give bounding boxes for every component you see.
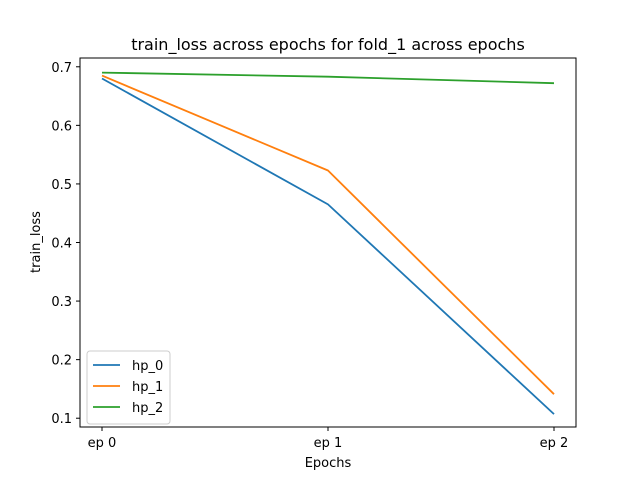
x-axis-label: Epochs	[305, 456, 352, 471]
plot-area: 0.1 0.2 0.3 0.4 0.5 0.6 0.7 ep 0 ep 1 ep 2	[51, 57, 577, 451]
x-tick-label: ep 2	[540, 436, 569, 451]
legend: hp_0 hp_1 hp_2	[86, 350, 171, 425]
y-tick-label: 0.2	[51, 354, 72, 369]
legend-label-hp-0: hp_0	[132, 359, 163, 374]
y-tick-label: 0.7	[51, 61, 72, 76]
y-tick-label: 0.1	[51, 412, 72, 427]
x-tick-label: ep 0	[88, 436, 117, 451]
y-tick-label: 0.5	[51, 178, 72, 193]
y-tick-label: 0.3	[51, 295, 72, 310]
y-tick-label: 0.6	[51, 119, 72, 134]
series-line-hp-2	[101, 71, 555, 85]
legend-label-hp-1: hp_1	[132, 380, 163, 395]
y-tick-label: 0.4	[51, 237, 72, 252]
series-line-hp-1	[101, 74, 555, 395]
x-tick-label: ep 1	[314, 436, 343, 451]
legend-label-hp-2: hp_2	[132, 401, 163, 416]
legend-box	[86, 350, 171, 425]
series-line-hp-0	[101, 77, 555, 415]
chart-title: train_loss across epochs for fold_1 acro…	[131, 35, 525, 55]
y-axis-label: train_loss	[29, 211, 44, 273]
